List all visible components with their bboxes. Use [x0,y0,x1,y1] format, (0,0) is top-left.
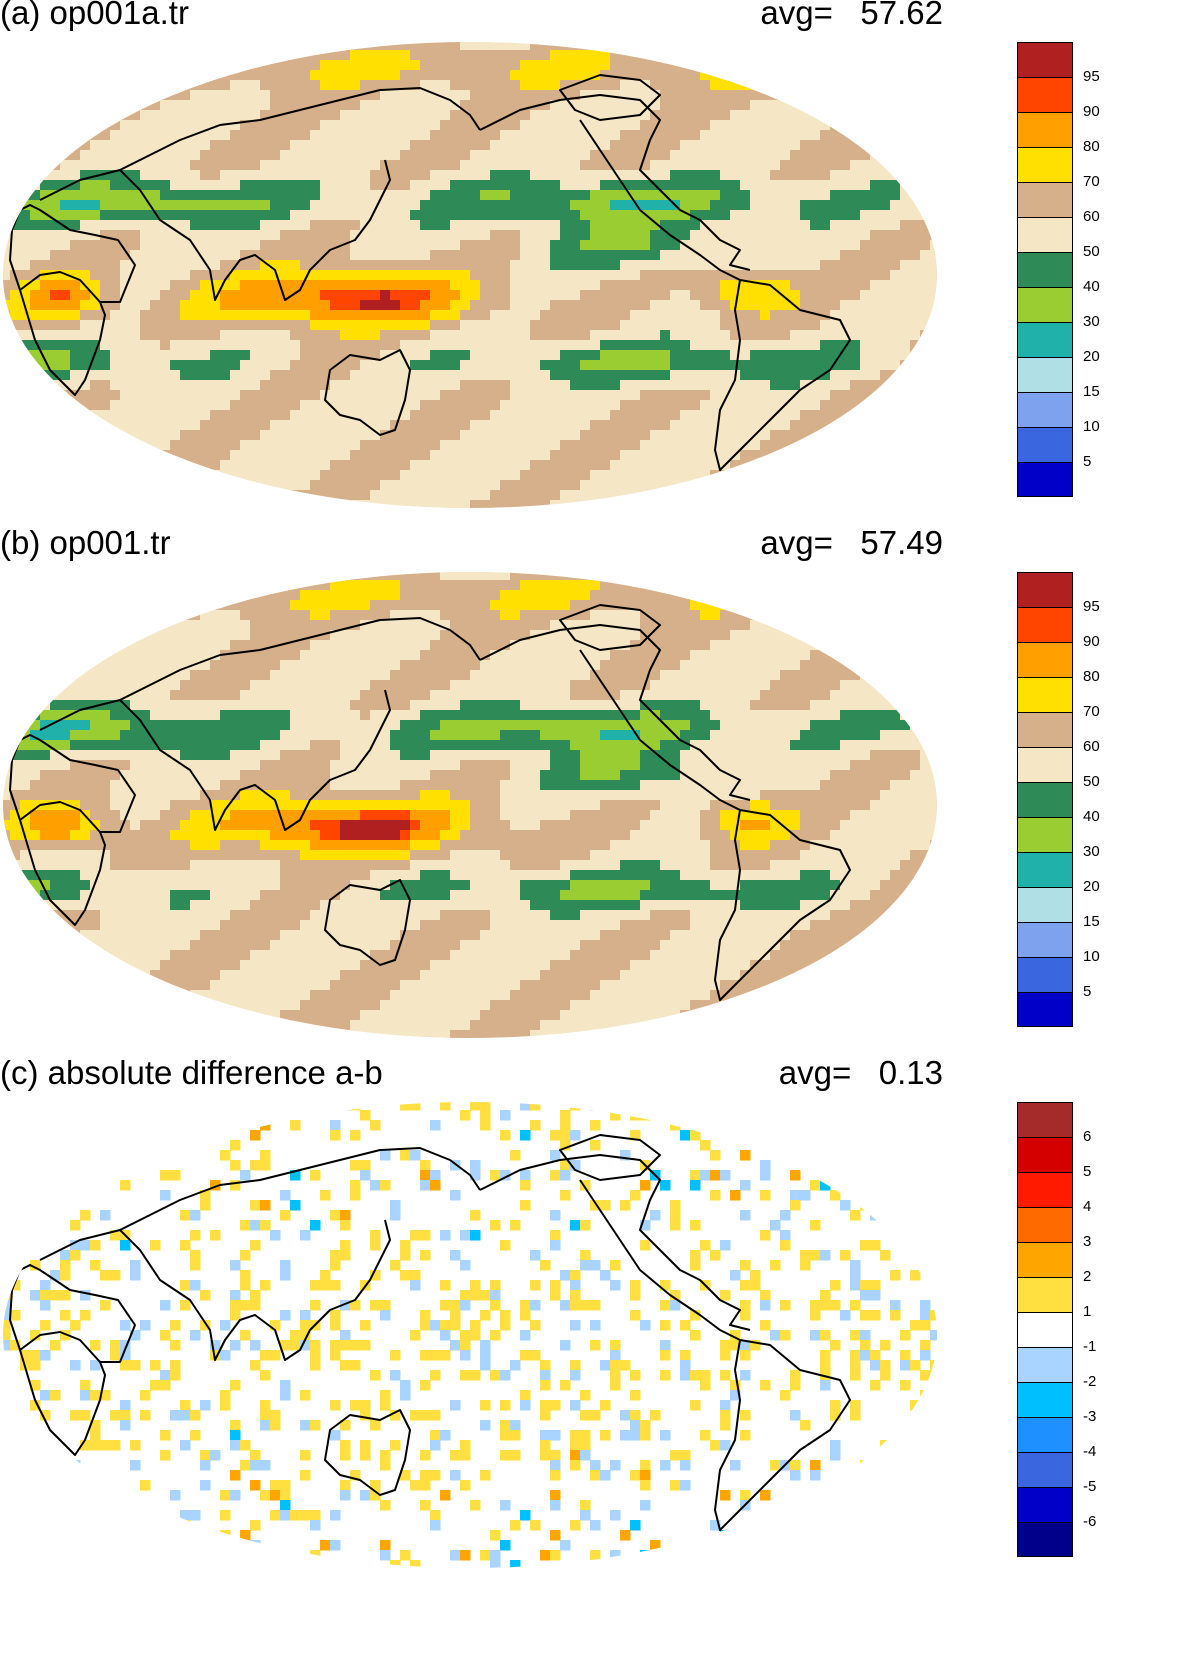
panel-title: (c) absolute difference a-b [0,1054,383,1091]
legend-swatch [1017,1382,1073,1417]
legend-swatch [1017,217,1073,252]
legend-swatch [1017,1417,1073,1452]
legend-tick-label: 10 [1083,948,1100,965]
panel-average: avg= 57.49 [760,524,943,562]
legend-tick-label: 90 [1083,103,1100,120]
panel-title: (b) op001.tr [0,524,171,561]
legend-swatch [1017,1242,1073,1277]
legend-swatch [1017,77,1073,112]
avg-value: 57.62 [860,0,943,31]
color-legend-bar [1017,42,1073,497]
panel-b: (b) op001.tr avg= 57.49 95 90 80 70 60 50 40 30… [0,524,1183,1075]
avg-label: avg= [760,524,833,561]
legend-swatch [1017,747,1073,782]
legend-swatch [1017,992,1073,1027]
legend-swatch [1017,287,1073,322]
color-legend-bar [1017,572,1073,1027]
legend-swatch [1017,852,1073,887]
legend-swatch [1017,427,1073,462]
legend-swatch [1017,1452,1073,1487]
legend-swatch [1017,1102,1073,1137]
legend-tick-label: -3 [1083,1408,1097,1425]
legend-swatch [1017,357,1073,392]
legend-tick-label: 80 [1083,668,1100,685]
legend-tick-label: 1 [1083,1303,1092,1320]
legend-swatch [1017,782,1073,817]
color-legend-bar [1017,1102,1073,1557]
legend-swatch [1017,642,1073,677]
legend-tick-label: 4 [1083,1198,1092,1215]
legend-swatch [1017,1522,1073,1557]
legend-swatch [1017,1207,1073,1242]
legend-swatch [1017,887,1073,922]
legend-swatch [1017,322,1073,357]
legend-swatch [1017,817,1073,852]
legend-tick-label: -5 [1083,1478,1097,1495]
map-plot [3,1102,937,1568]
legend-swatch [1017,712,1073,747]
panel-title: (a) op001a.tr [0,0,189,31]
legend-tick-label: 50 [1083,243,1100,260]
legend-tick-label: -2 [1083,1373,1097,1390]
legend-swatch [1017,252,1073,287]
legend-tick-label: 6 [1083,1128,1092,1145]
legend-tick-label: 80 [1083,138,1100,155]
legend-tick-label: -6 [1083,1513,1097,1530]
legend-tick-label: 10 [1083,418,1100,435]
legend-tick-label: -1 [1083,1338,1097,1355]
legend-tick-label: 20 [1083,878,1100,895]
avg-label: avg= [778,1054,852,1091]
legend-tick-label: 70 [1083,703,1100,720]
map-plot [3,42,937,508]
legend-tick-label: 95 [1083,68,1100,85]
legend-tick-label: 3 [1083,1233,1092,1250]
legend-swatch [1017,147,1073,182]
legend-tick-label: 70 [1083,173,1100,190]
legend-swatch [1017,677,1073,712]
legend-tick-label: 95 [1083,598,1100,615]
legend-swatch [1017,1137,1073,1172]
legend-swatch [1017,1277,1073,1312]
map-plot [3,572,937,1038]
panel-c: (c) absolute difference a-b avg= 0.13 6 5… [0,1054,1183,1605]
legend-swatch [1017,42,1073,77]
legend-tick-label: 40 [1083,278,1100,295]
legend-tick-label: 60 [1083,208,1100,225]
legend-tick-label: 2 [1083,1268,1092,1285]
legend-tick-label: 30 [1083,843,1100,860]
legend-swatch [1017,1487,1073,1522]
legend-tick-label: 15 [1083,913,1100,930]
legend-tick-label: 90 [1083,633,1100,650]
legend-tick-label: 5 [1083,453,1092,470]
legend-swatch [1017,1347,1073,1382]
panel-average: avg= 57.62 [760,0,943,32]
legend-tick-label: 5 [1083,1163,1092,1180]
avg-label: avg= [760,0,833,31]
legend-tick-label: 50 [1083,773,1100,790]
legend-tick-label: 40 [1083,808,1100,825]
legend-tick-label: 30 [1083,313,1100,330]
avg-value: 57.49 [860,524,943,561]
legend-swatch [1017,112,1073,147]
legend-tick-label: -4 [1083,1443,1097,1460]
legend-swatch [1017,182,1073,217]
legend-swatch [1017,607,1073,642]
legend-swatch [1017,1172,1073,1207]
legend-swatch [1017,1312,1073,1347]
legend-swatch [1017,922,1073,957]
panel-average: avg= 0.13 [779,1054,943,1092]
legend-tick-label: 5 [1083,983,1092,1000]
legend-swatch [1017,392,1073,427]
legend-swatch [1017,462,1073,497]
legend-swatch [1017,572,1073,607]
legend-tick-label: 60 [1083,738,1100,755]
avg-value: 0.13 [878,1054,943,1091]
panel-a: (a) op001a.tr avg= 57.62 95 90 80 70 60 50 40 3… [0,0,1183,545]
legend-swatch [1017,957,1073,992]
legend-tick-label: 15 [1083,383,1100,400]
legend-tick-label: 20 [1083,348,1100,365]
